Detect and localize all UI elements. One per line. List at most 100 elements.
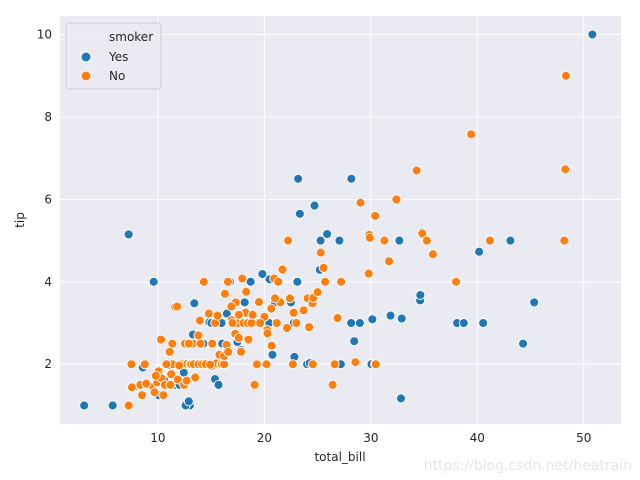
data-point-no	[246, 318, 257, 328]
x-tick-label: 50	[576, 431, 591, 445]
data-point-yes	[79, 400, 90, 411]
data-point-no	[233, 309, 244, 320]
data-point-no	[283, 235, 294, 246]
data-point-no	[166, 369, 177, 380]
data-point-yes	[474, 246, 485, 257]
data-point-no	[363, 268, 374, 279]
data-point-no	[174, 360, 185, 371]
data-point-yes	[294, 208, 305, 219]
data-point-no	[236, 346, 246, 357]
data-point-yes	[245, 276, 256, 287]
data-point-no	[203, 308, 214, 319]
data-point-no	[262, 328, 273, 339]
data-point-yes	[505, 235, 516, 246]
data-point-no	[355, 197, 366, 208]
data-point-no	[123, 400, 134, 411]
data-point-no	[332, 313, 343, 324]
data-point-no	[127, 382, 137, 393]
data-point-no	[249, 379, 260, 390]
legend-title: smoker	[109, 30, 153, 44]
data-point-yes	[346, 318, 357, 328]
data-point-no	[165, 379, 176, 390]
data-point-no	[139, 359, 150, 370]
data-point-no	[391, 194, 402, 205]
data-point-no	[205, 359, 216, 370]
legend-marker-yes	[80, 51, 92, 63]
data-point-no	[183, 338, 194, 349]
data-point-yes	[292, 276, 303, 287]
data-point-yes	[322, 229, 333, 239]
data-point-yes	[334, 235, 345, 246]
data-point-yes	[315, 235, 326, 246]
data-point-yes	[518, 338, 529, 349]
y-axis-label: tip	[13, 212, 27, 228]
data-point-no	[233, 332, 244, 343]
data-point-no	[288, 307, 299, 318]
data-point-yes	[349, 336, 360, 347]
data-point-no	[315, 247, 326, 258]
data-point-no	[312, 287, 323, 298]
data-point-no	[329, 359, 340, 370]
data-point-yes	[267, 349, 278, 360]
data-point-no	[172, 301, 183, 312]
data-point-no	[417, 228, 428, 239]
data-point-no	[291, 318, 302, 328]
data-point-no	[241, 286, 252, 297]
data-point-yes	[213, 379, 224, 390]
data-point-no	[560, 164, 571, 175]
x-tick-label: 20	[257, 431, 272, 445]
data-point-no	[561, 70, 571, 81]
data-point-no	[304, 322, 315, 333]
data-point-yes	[148, 276, 159, 287]
data-point-no	[270, 293, 280, 304]
data-point-no	[167, 338, 178, 349]
legend-label-no: No	[109, 69, 125, 83]
data-point-yes	[396, 393, 406, 404]
data-point-no	[156, 334, 166, 345]
data-point-no	[243, 334, 254, 345]
data-point-yes	[293, 173, 304, 184]
data-point-no	[271, 318, 282, 328]
data-point-no	[181, 375, 192, 386]
data-point-no	[318, 262, 329, 273]
data-point-no	[485, 235, 495, 246]
data-point-no	[251, 359, 262, 370]
data-point-yes	[367, 314, 378, 325]
data-points	[79, 29, 598, 411]
data-point-no	[327, 379, 338, 390]
data-point-no	[193, 330, 204, 341]
data-point-no	[194, 315, 205, 326]
data-point-no	[164, 346, 175, 357]
data-point-no	[282, 323, 292, 333]
y-tick-label: 10	[37, 28, 52, 42]
data-point-no	[137, 390, 148, 401]
data-point-no	[266, 303, 277, 314]
tick-labels: 10 20 30 40 50 2 4 6 8 10	[37, 28, 592, 445]
legend: smoker Yes No	[65, 22, 162, 90]
data-point-yes	[239, 297, 250, 308]
data-point-yes	[394, 235, 405, 246]
data-point-no	[158, 390, 169, 401]
data-point-no	[212, 310, 223, 321]
x-tick-label: 30	[363, 431, 378, 445]
watermark-text: https://blog.csdn.net/heatrain	[423, 458, 632, 474]
data-point-no	[411, 165, 422, 176]
y-tick-label: 4	[44, 275, 52, 289]
data-point-no	[266, 340, 277, 351]
data-point-yes	[257, 269, 268, 279]
data-point-no	[336, 276, 346, 287]
data-point-no	[287, 359, 298, 370]
data-point-no	[320, 276, 331, 287]
data-point-no	[370, 359, 381, 370]
data-point-no	[466, 129, 477, 140]
data-point-no	[273, 276, 284, 287]
data-point-no	[307, 359, 318, 370]
data-point-no	[379, 235, 390, 246]
data-point-no	[227, 318, 238, 328]
data-point-no	[277, 264, 288, 275]
data-point-no	[161, 359, 172, 370]
data-point-yes	[458, 318, 469, 328]
x-tick-label: 10	[150, 431, 165, 445]
data-point-no	[207, 338, 218, 349]
